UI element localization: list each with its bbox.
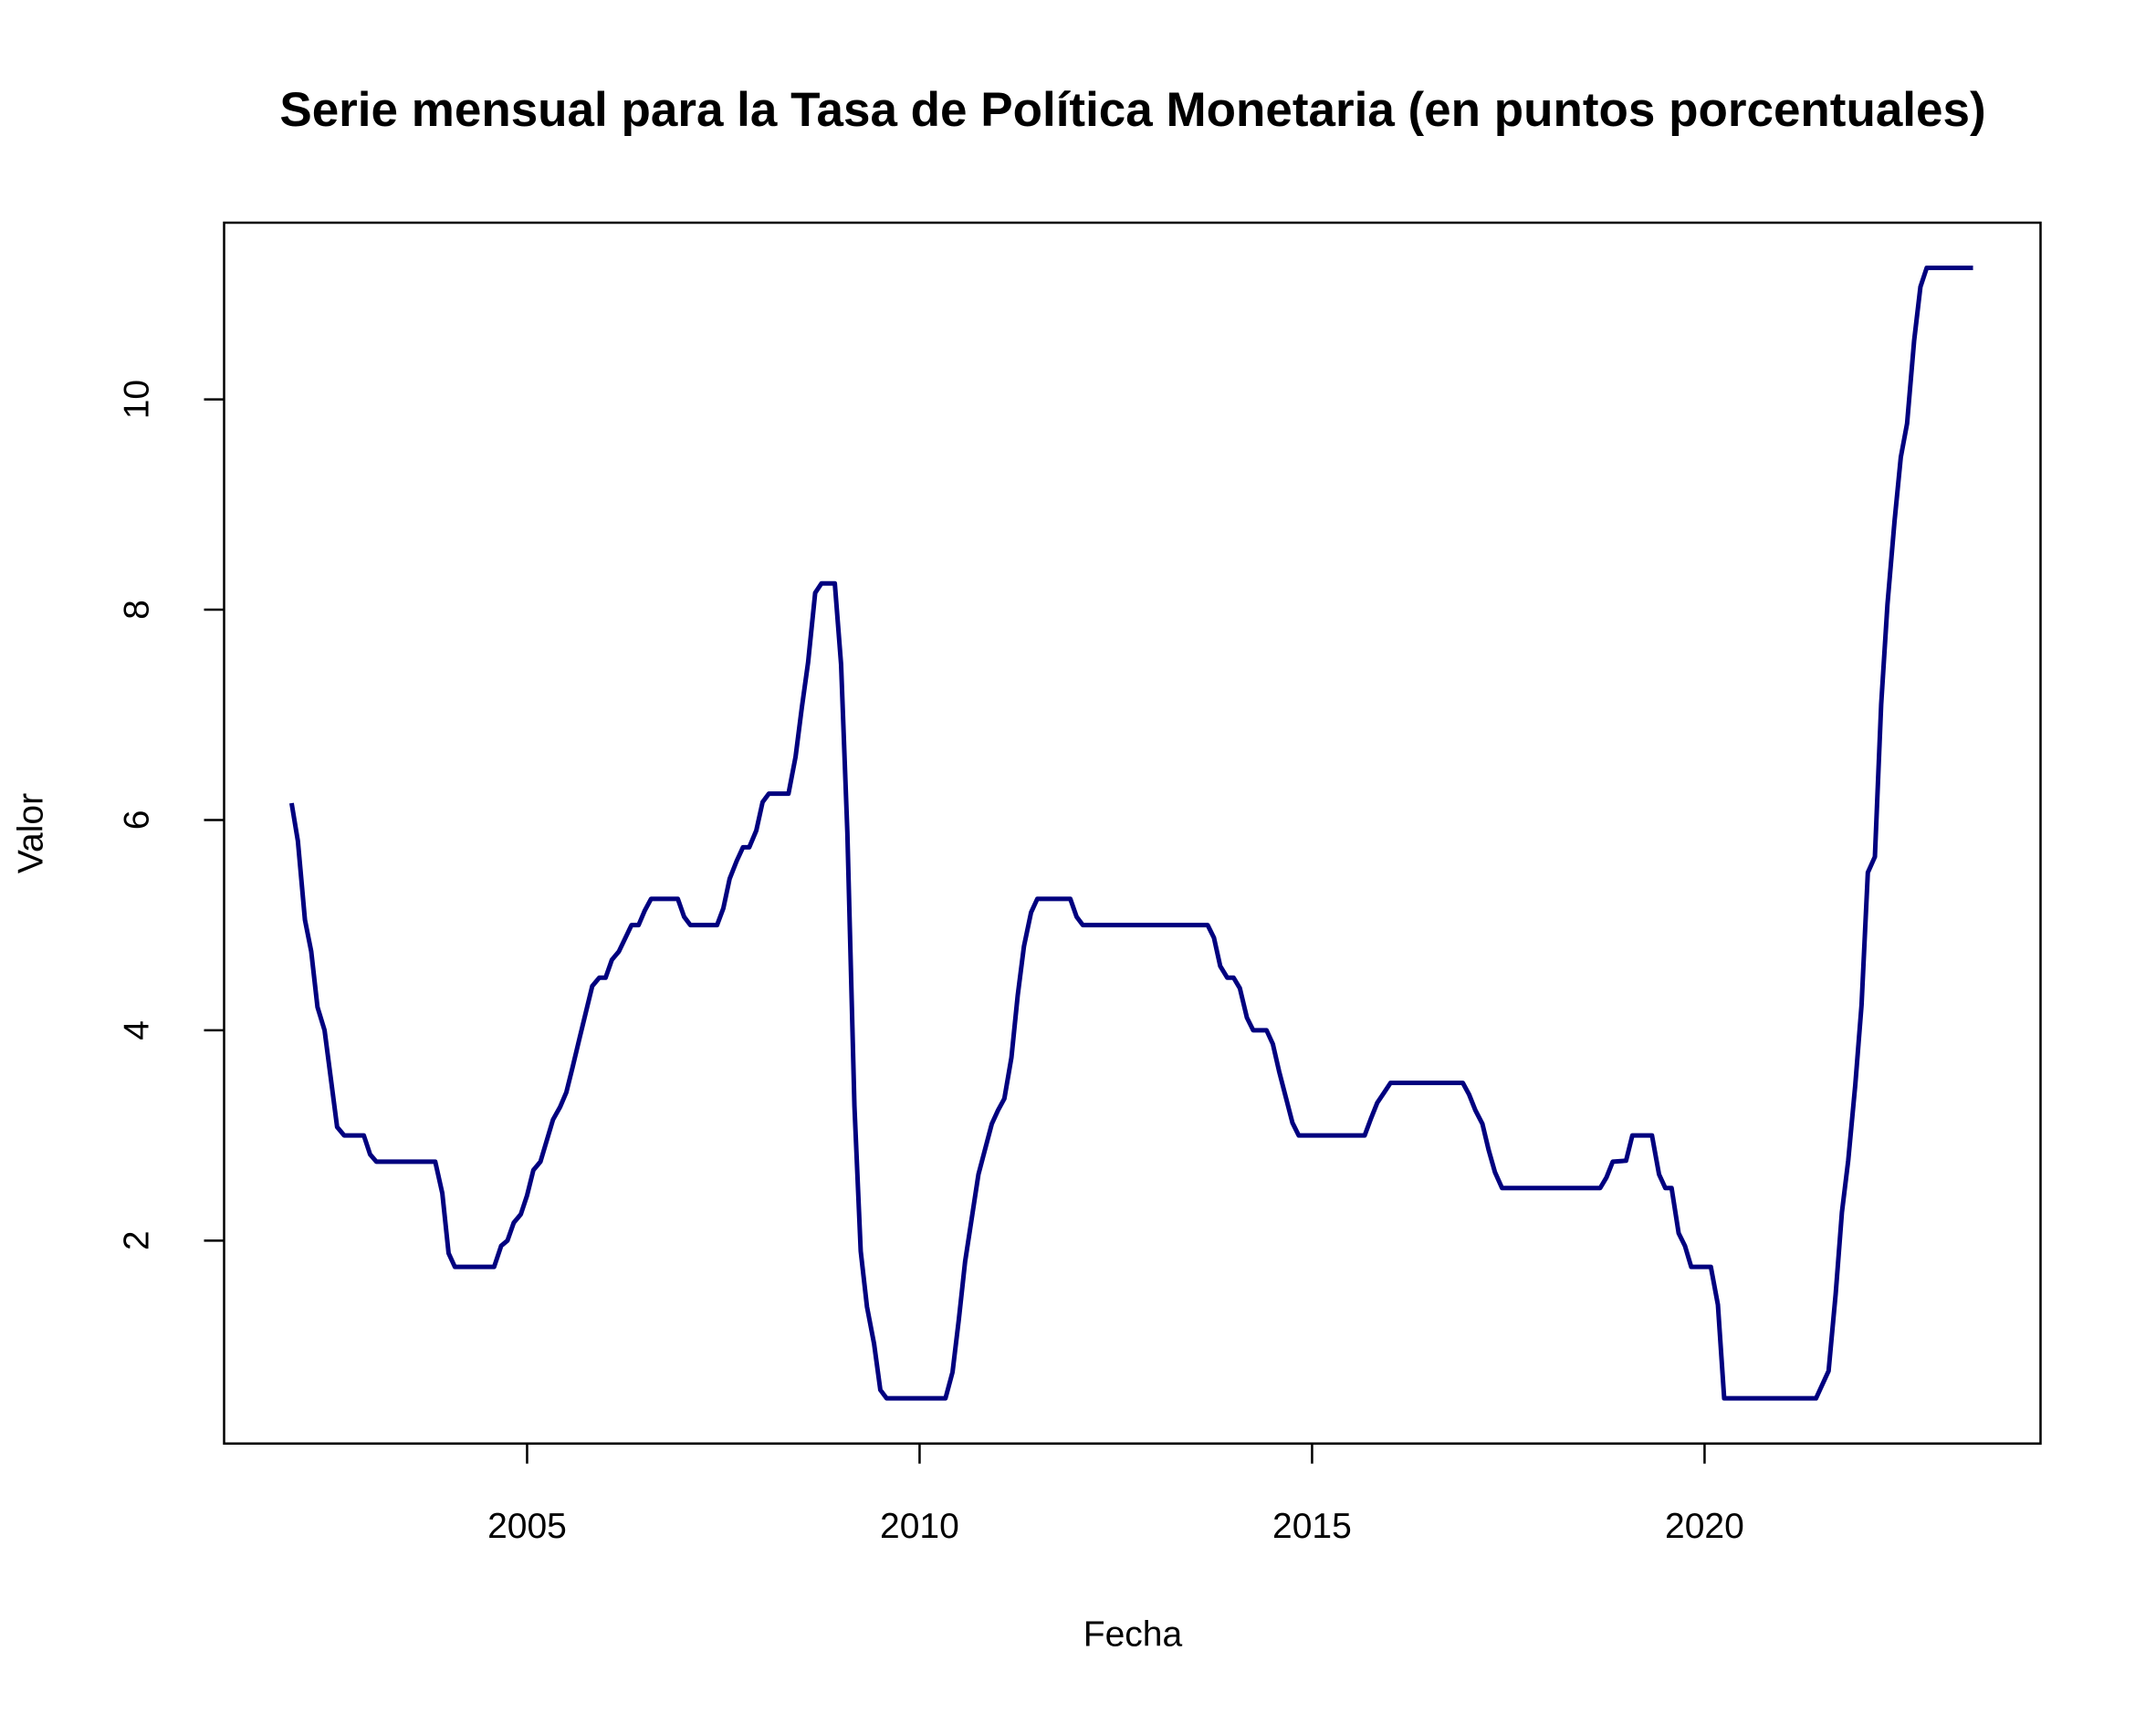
y-tick-label: 2 [117, 1230, 156, 1250]
x-tick-label: 2005 [487, 1507, 567, 1546]
y-tick-label: 6 [117, 810, 156, 831]
y-tick-label: 8 [117, 600, 156, 620]
chart-title: Serie mensual para la Tasa de Política M… [279, 83, 1985, 137]
y-tick-label: 4 [117, 1020, 156, 1040]
y-tick-label: 10 [117, 380, 156, 419]
x-axis-label: Fecha [1083, 1614, 1183, 1654]
x-tick-label: 2020 [1665, 1507, 1744, 1546]
y-axis-label: Valor [11, 793, 50, 873]
x-tick-label: 2010 [880, 1507, 959, 1546]
x-tick-label: 2015 [1272, 1507, 1352, 1546]
plot-frame [223, 221, 2042, 1445]
data-line [288, 266, 1973, 1401]
